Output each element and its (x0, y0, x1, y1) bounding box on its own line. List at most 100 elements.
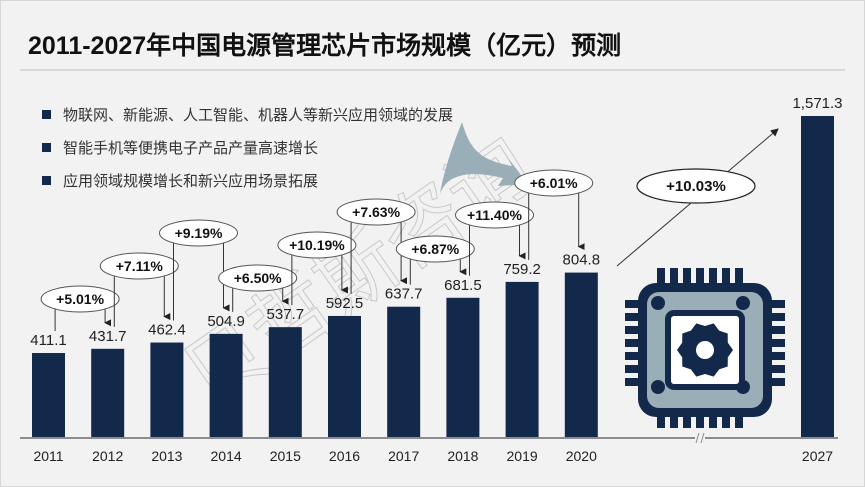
value-label: 681.5 (444, 277, 482, 294)
cagr-ellipse (636, 168, 756, 204)
bar-2013 (150, 342, 184, 437)
bar-2016 (328, 315, 361, 437)
chip-pin (657, 268, 665, 288)
chip-pin (765, 300, 785, 308)
chip-corner-dot (651, 296, 665, 310)
growth-label: +6.50% (234, 270, 282, 286)
x-tick-label: 2020 (566, 448, 597, 464)
x-tick-label: 2015 (270, 448, 301, 464)
chip-pin (709, 408, 717, 428)
growth-ellipse (514, 169, 594, 197)
bar-2012 (91, 348, 125, 437)
bullet-square-icon (42, 143, 51, 152)
bullet-text: 应用领域规模增长和新兴应用场景拓展 (63, 172, 319, 190)
value-label: 411.1 (30, 332, 66, 349)
chip-pin (696, 408, 704, 428)
x-tick-label: 2013 (151, 448, 182, 464)
chart-title: 2011-2027年中国电源管理芯片市场规模（亿元）预测 (28, 32, 622, 60)
chip-icon (625, 268, 785, 428)
chip-pin (625, 339, 645, 347)
chip-pin (765, 378, 785, 386)
bar-2014 (209, 333, 243, 437)
bullet-item: 应用领域规模增长和新兴应用场景拓展 (42, 164, 453, 197)
bar-2027 (801, 116, 834, 437)
growth-ellipse (99, 252, 179, 280)
chip-pin (683, 408, 691, 428)
bullet-item: 物联网、新能源、人工智能、机器人等新兴应用领域的发展 (42, 98, 453, 131)
growth-ellipse (40, 285, 120, 313)
bar-2015 (268, 327, 302, 437)
value-label: 504.9 (207, 313, 245, 330)
bullet-square-icon (42, 176, 51, 185)
value-label: 537.7 (267, 306, 305, 323)
growth-label: +7.63% (352, 204, 400, 220)
x-tick-label: 2019 (507, 448, 538, 464)
growth-ellipse (277, 231, 357, 259)
bar-2018 (446, 297, 480, 437)
value-label: 431.7 (89, 328, 127, 345)
chip-pin (657, 408, 665, 428)
bullet-text: 物联网、新能源、人工智能、机器人等新兴应用领域的发展 (63, 106, 454, 124)
growth-label: +11.40% (467, 207, 522, 223)
bar-2019 (505, 281, 539, 437)
chip-corner-dot (736, 296, 750, 310)
chip-pin (625, 365, 645, 373)
axis-break-icon (695, 432, 705, 444)
growth-label: +10.19% (289, 237, 345, 253)
chip-pin (765, 313, 785, 321)
chip-pin (670, 268, 678, 288)
x-tick-label: 2014 (211, 448, 242, 464)
accent-arrow-icon (440, 122, 528, 194)
bar-2011 (32, 353, 65, 437)
value-label: 1,571.3 (792, 95, 842, 112)
chip-pin (625, 313, 645, 321)
chip-pin (765, 352, 785, 360)
chip-corner-dot (651, 380, 665, 394)
x-tick-label: 2011 (33, 448, 63, 464)
x-tick-label: 2027 (802, 448, 833, 464)
bullet-item: 智能手机等便携电子产品产量高速增长 (42, 131, 453, 164)
chip-pin (696, 268, 704, 288)
x-tick-label: 2017 (388, 448, 419, 464)
chip-pin (722, 408, 730, 428)
value-label: 637.7 (385, 286, 423, 303)
bullet-square-icon (42, 110, 51, 119)
value-label: 804.8 (563, 252, 601, 269)
growth-label: +5.01% (56, 291, 104, 307)
x-tick-label: 2018 (447, 448, 478, 464)
chip-pin (683, 268, 691, 288)
bullet-list: 物联网、新能源、人工智能、机器人等新兴应用领域的发展 智能手机等便携电子产品产量… (42, 98, 453, 197)
growth-label: +6.87% (411, 241, 459, 257)
growth-ellipse (455, 201, 534, 229)
chip-pin (765, 326, 785, 334)
bar-2020 (564, 272, 598, 437)
growth-ellipse (159, 219, 238, 247)
growth-ellipse (336, 198, 416, 226)
value-label: 462.4 (148, 322, 186, 339)
bullet-text: 智能手机等便携电子产品产量高速增长 (63, 139, 319, 157)
gear-hole (696, 341, 714, 359)
chip-pin (735, 268, 743, 288)
chip-pin (670, 408, 678, 428)
chip-pin (625, 378, 645, 386)
bar-2017 (387, 306, 421, 437)
growth-label: +6.01% (530, 175, 578, 191)
x-tick-label: 2016 (329, 448, 360, 464)
growth-ellipse (395, 235, 475, 263)
value-label: 592.5 (326, 295, 364, 312)
chip-pin (765, 365, 785, 373)
growth-label: +7.11% (116, 258, 164, 274)
chip-pin (625, 352, 645, 360)
chip-pin (735, 408, 743, 428)
chip-pin (625, 300, 645, 308)
chip-pin (765, 339, 785, 347)
chip-pin (709, 268, 717, 288)
chip-pin (625, 326, 645, 334)
growth-ellipse (218, 264, 298, 292)
value-label: 759.2 (503, 261, 541, 278)
chip-pin (722, 268, 730, 288)
cagr-label: +10.03% (666, 178, 726, 195)
title-divider (20, 69, 845, 71)
growth-label: +9.19% (175, 225, 223, 241)
